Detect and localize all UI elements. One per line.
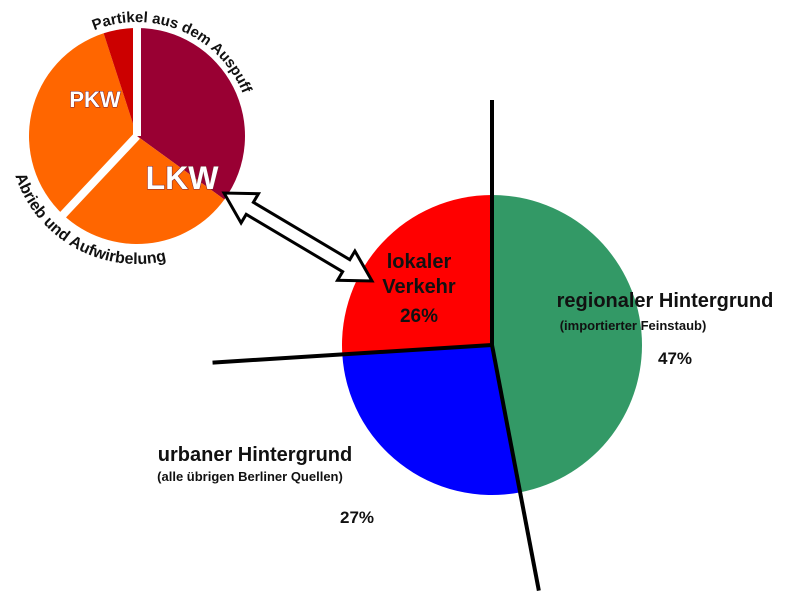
pie-slice (492, 195, 643, 493)
value-label: 47% (658, 349, 692, 368)
slice-label: urbaner Hintergrund (158, 444, 352, 466)
slice-label: lokaler Verkehr (382, 251, 456, 298)
value-label: 27% (340, 508, 374, 527)
pie-slice (342, 345, 521, 495)
pies (28, 28, 643, 495)
slice-label: regionaler Hintergrund (557, 290, 774, 312)
slice-sublabel: (alle übrigen Berliner Quellen) (157, 469, 343, 484)
group-label: LKW (146, 160, 220, 196)
separator (57, 133, 140, 221)
pie-slice (342, 195, 492, 355)
pie-slice (28, 33, 137, 215)
group-label: PKW (69, 87, 121, 112)
double-arrow (221, 191, 375, 283)
divider-line (490, 344, 541, 591)
pie-slice (103, 28, 137, 136)
pie-slice (137, 28, 245, 200)
pie-slice (63, 136, 225, 244)
value-label: 26% (400, 306, 438, 327)
slice-sublabel: (importierter Feinstaub) (560, 318, 707, 333)
divider-line (212, 343, 493, 365)
decorations (57, 24, 541, 591)
